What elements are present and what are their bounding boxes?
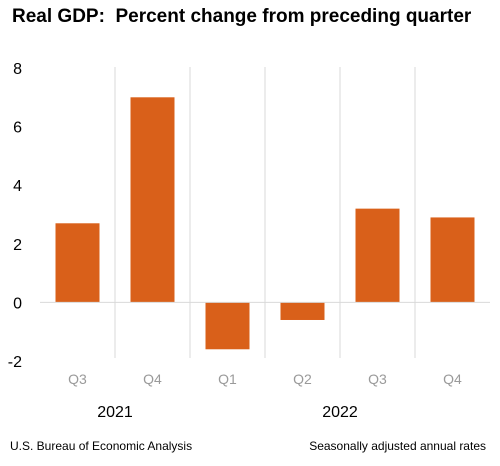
y-tick-label: 2 (13, 237, 22, 254)
bar-q3 (55, 223, 100, 303)
bar-q3 (355, 208, 400, 303)
x-tick-label: Q4 (143, 371, 162, 387)
source-note: U.S. Bureau of Economic Analysis (10, 439, 193, 453)
y-tick-label: 8 (13, 61, 22, 78)
x-tick-label: Q1 (218, 371, 237, 387)
x-tick-label: Q3 (368, 371, 387, 387)
bar-q4 (430, 217, 475, 303)
bar-q4 (130, 97, 175, 303)
x-tick-label: Q4 (443, 371, 462, 387)
y-tick-label: -2 (8, 354, 22, 371)
chart-title: Real GDP: Percent change from preceding … (12, 6, 472, 27)
bar-q2 (280, 302, 325, 320)
x-tick-label: Q2 (293, 371, 312, 387)
y-tick-label: 6 (13, 120, 22, 137)
bar-q1 (205, 302, 250, 350)
y-tick-label: 4 (13, 178, 22, 195)
x-tick-label: Q3 (68, 371, 87, 387)
year-label: 2022 (322, 404, 358, 421)
year-label: 2021 (97, 404, 133, 421)
rates-note: Seasonally adjusted annual rates (309, 439, 486, 453)
y-tick-label: 0 (13, 295, 22, 312)
